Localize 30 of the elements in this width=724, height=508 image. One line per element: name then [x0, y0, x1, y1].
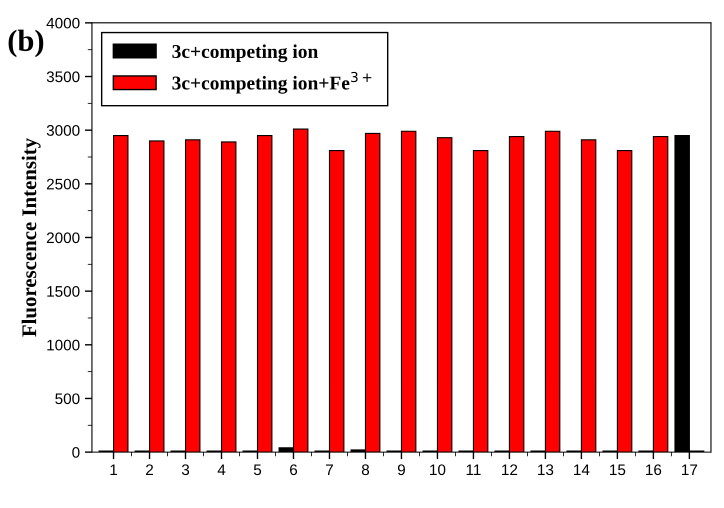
x-tick-label: 8 — [362, 464, 370, 476]
legend-label: 3c+competing ion — [172, 44, 318, 62]
x-tick-label: 7 — [326, 464, 333, 475]
y-tick-label: 2000 — [46, 232, 80, 244]
x-tick-label: 9 — [398, 464, 405, 476]
y-tick-label: 0 — [72, 446, 80, 458]
x-tick-label: 16 — [646, 464, 662, 476]
y-tick-label: 2500 — [46, 178, 80, 190]
x-tick-label: 13 — [538, 464, 554, 476]
y-tick-label: 1000 — [47, 340, 80, 350]
y-tick-label: 3500 — [46, 71, 80, 82]
y-tick-label: 3000 — [46, 125, 80, 136]
y-axis-title: Fluorescence Intensity — [22, 138, 41, 337]
x-tick-label: 5 — [254, 464, 262, 476]
x-tick-label: 12 — [502, 464, 518, 475]
y-tick-label: 500 — [55, 393, 80, 404]
chart-title: (b) — [8, 30, 44, 58]
x-tick-label: 3 — [182, 464, 190, 476]
x-tick-label: 11 — [466, 464, 481, 475]
x-tick-label: 10 — [430, 464, 446, 476]
y-tick-label: 4000 — [46, 18, 80, 29]
x-tick-label: 2 — [146, 464, 154, 475]
y-tick-label: 1500 — [47, 286, 80, 297]
legend-label: 3c+competing ion+Fe$^{3+}$ — [172, 72, 372, 94]
x-tick-label: 4 — [218, 464, 226, 475]
x-tick-label: 15 — [610, 464, 626, 476]
x-tick-label: 6 — [290, 464, 298, 476]
x-tick-label: 1 — [110, 464, 118, 475]
x-tick-label: 14 — [574, 464, 590, 475]
x-tick-label: 17 — [682, 464, 698, 475]
